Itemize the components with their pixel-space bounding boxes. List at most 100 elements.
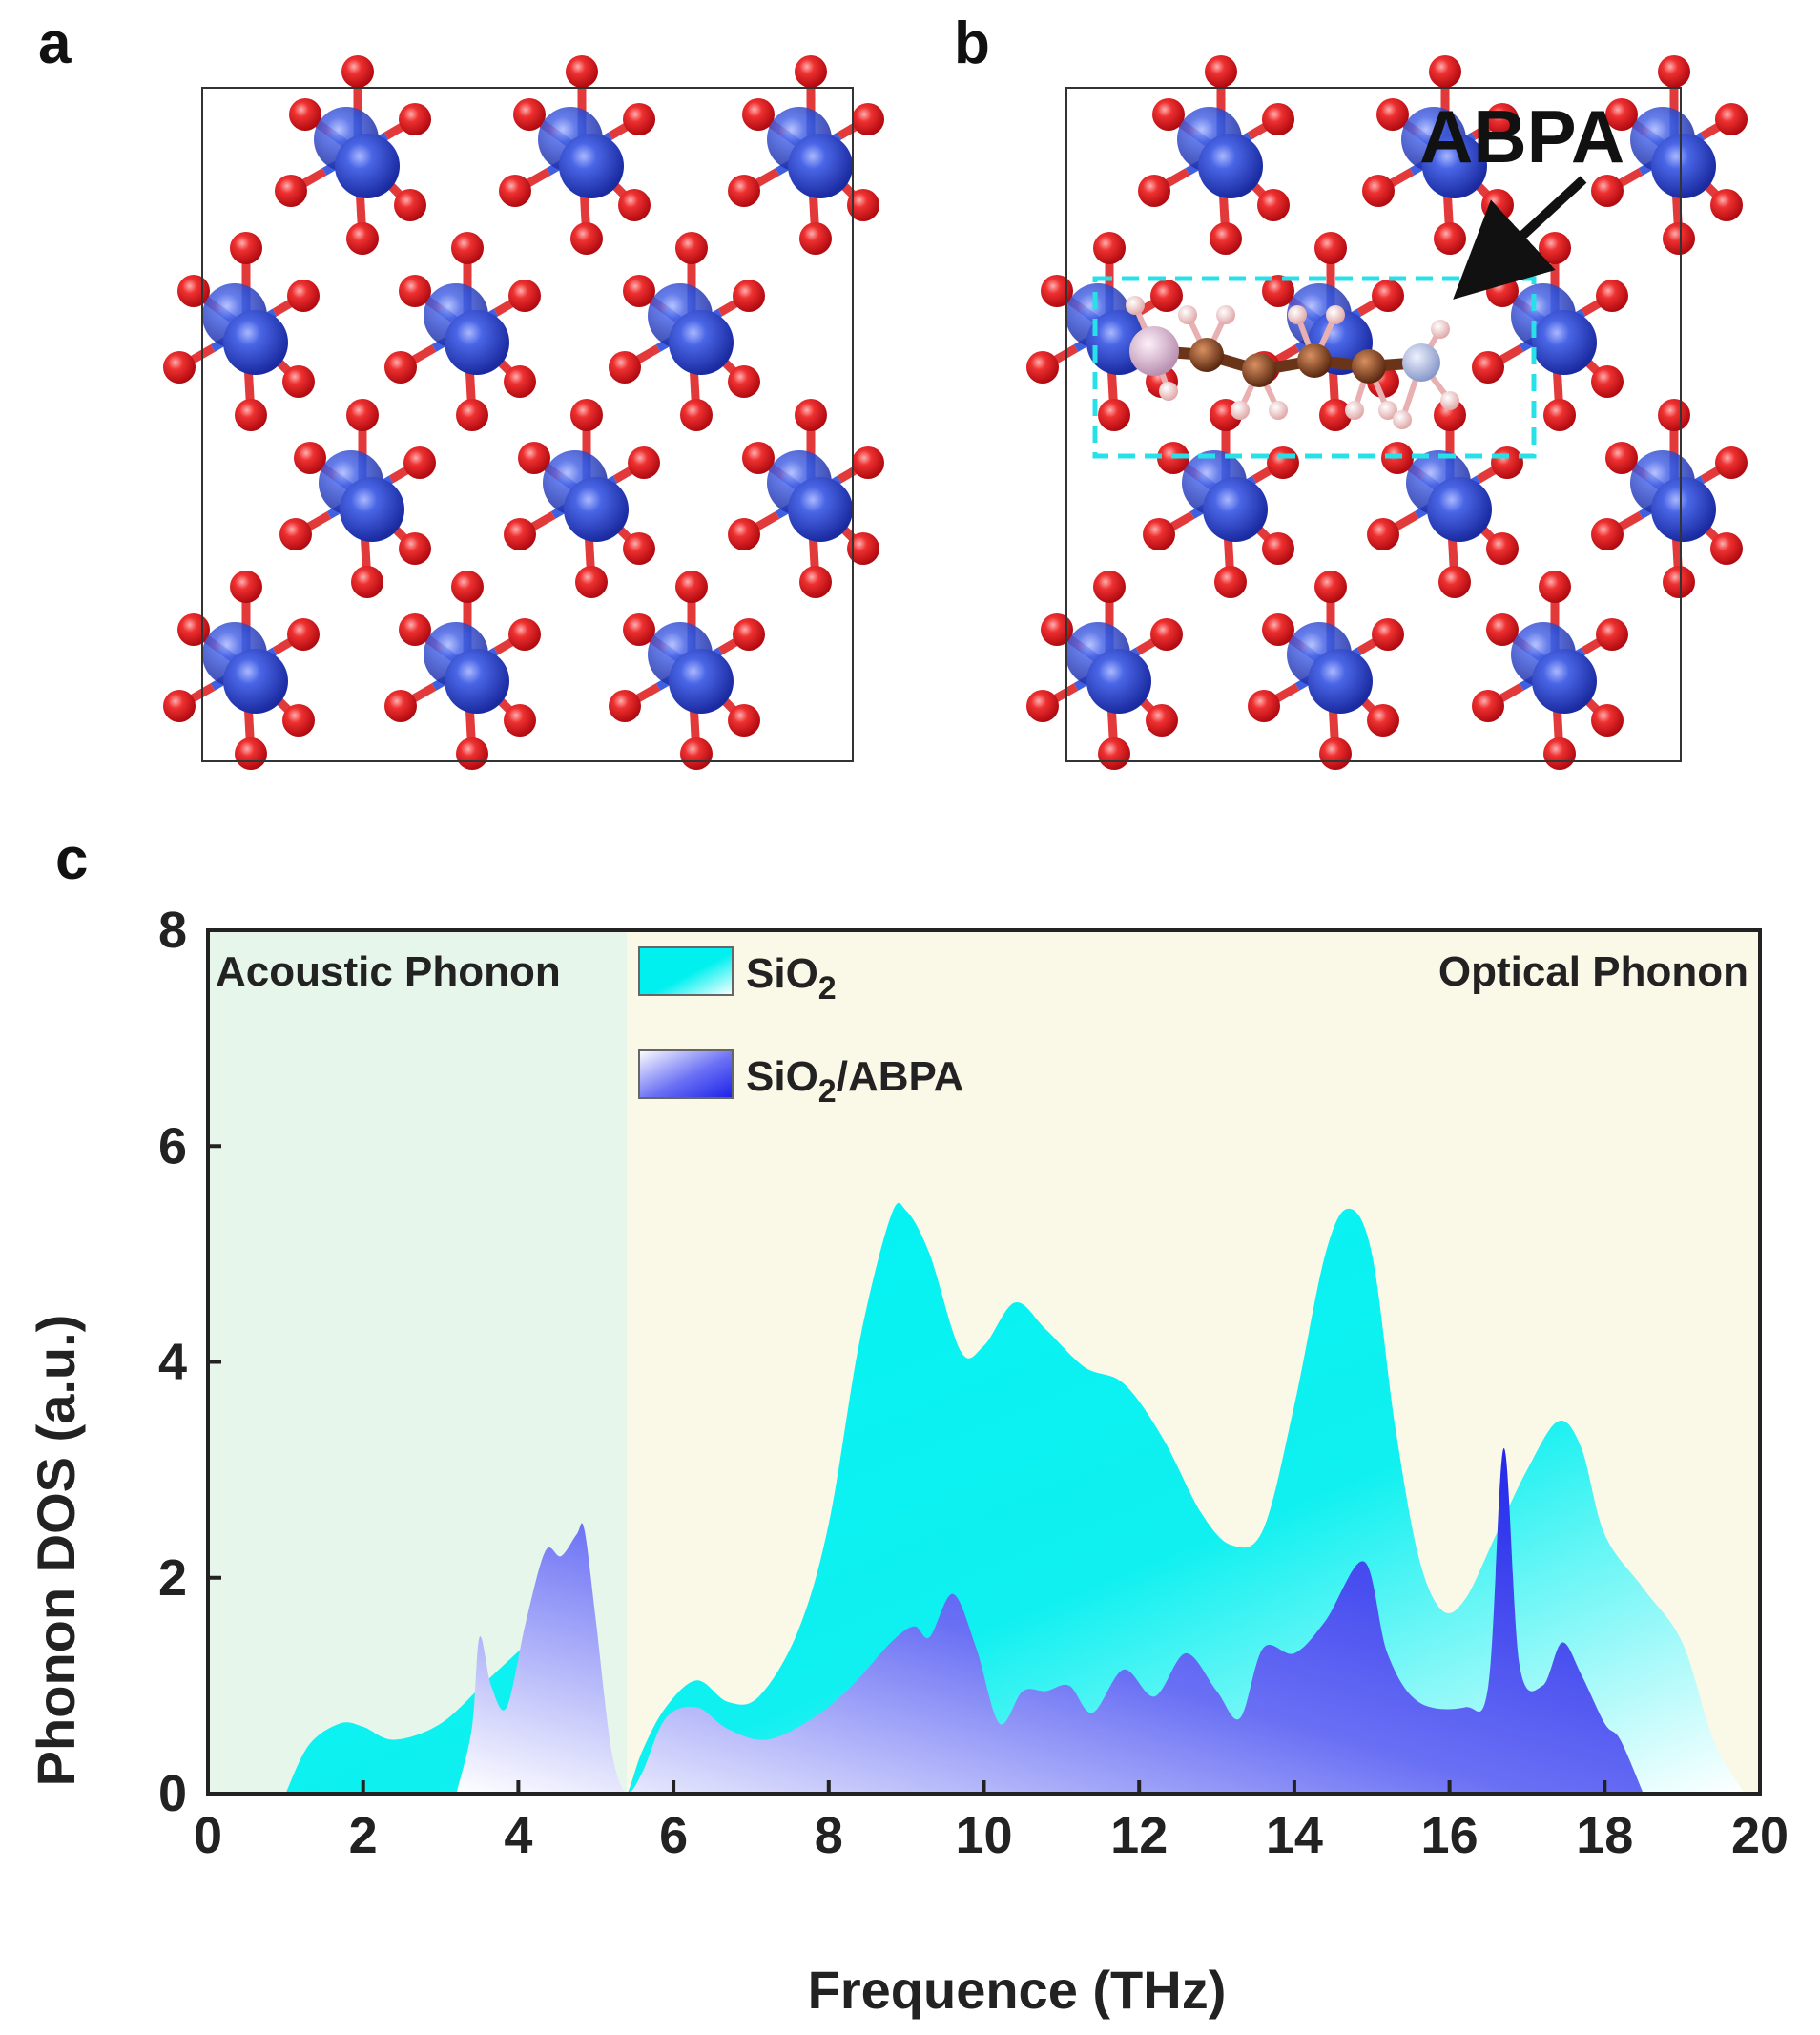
hydrogen-atom: [1216, 305, 1235, 324]
oxygen-atom: [1098, 399, 1130, 431]
oxygen-atom: [1663, 566, 1695, 598]
hydrogen-atom: [1231, 401, 1250, 420]
oxygen-atom: [1152, 98, 1185, 131]
oxygen-atom: [742, 442, 775, 474]
sio2-structure: [163, 55, 884, 770]
oxygen-atom: [623, 103, 655, 135]
oxygen-atom: [1248, 690, 1280, 722]
oxygen-atom: [1150, 618, 1183, 651]
oxygen-atom: [728, 365, 760, 398]
x-tick-label: 18: [1576, 1807, 1633, 1864]
oxygen-atom: [294, 442, 326, 474]
abpa-molecule: [1126, 296, 1459, 429]
carbon-atom: [1297, 343, 1332, 378]
carbon-atom: [1352, 349, 1386, 384]
carbon-atom: [1189, 338, 1224, 372]
oxygen-atom: [508, 280, 541, 312]
silicon-atom: [1532, 649, 1597, 714]
oxygen-atom: [1663, 222, 1695, 255]
unit-cell-a: [201, 87, 854, 762]
legend-label-sio2-abpa: SiO2/ABPA: [746, 1053, 963, 1110]
oxygen-atom: [847, 532, 879, 565]
oxygen-atom: [733, 280, 765, 312]
oxygen-atom: [675, 232, 708, 264]
oxygen-atom: [1486, 532, 1519, 565]
carbon-atom: [1242, 353, 1276, 387]
dos-areas: [285, 1202, 1745, 1794]
oxygen-atom: [1658, 55, 1690, 88]
oxygen-atom: [1267, 446, 1299, 479]
y-tick-label: 6: [158, 1117, 187, 1174]
oxygen-atom: [1367, 518, 1399, 550]
oxygen-atom: [275, 175, 307, 207]
oxygen-atom: [799, 222, 832, 255]
oxygen-atom: [1314, 571, 1347, 603]
oxygen-atom: [1591, 175, 1624, 207]
y-tick-label: 4: [158, 1334, 187, 1391]
silicon-atom: [1086, 649, 1151, 714]
oxygen-atom: [1314, 232, 1347, 264]
oxygen-atom: [623, 532, 655, 565]
region-label-acoustic: Acoustic Phonon: [216, 948, 561, 995]
oxygen-atom: [346, 222, 379, 255]
oxygen-atom: [799, 566, 832, 598]
oxygen-atom: [1098, 737, 1130, 770]
abpa-arrow: [1453, 176, 1587, 300]
oxygen-atom: [675, 571, 708, 603]
oxygen-atom: [575, 566, 608, 598]
silicon-atom: [340, 477, 404, 542]
oxygen-atom: [341, 55, 374, 88]
hydrogen-atom: [1345, 401, 1364, 420]
panel-label-c: c: [55, 826, 89, 892]
oxygen-atom: [504, 365, 536, 398]
chart-ticks: 0 2 4 6 8 10 12 14 16 18 20 0 2 4 6 8: [158, 902, 1789, 1864]
unit-cell-b: [1065, 87, 1682, 762]
silicon-atom: [1308, 649, 1373, 714]
oxygen-atom: [1472, 351, 1504, 384]
oxygen-atom: [795, 399, 827, 431]
x-tick-label: 12: [1110, 1807, 1168, 1864]
oxygen-atom: [399, 275, 431, 307]
hydrogen-atom: [1288, 305, 1307, 324]
hydrogen-atom: [1269, 401, 1288, 420]
oxygen-atom: [499, 175, 531, 207]
silicon-atom: [1651, 477, 1716, 542]
oxygen-atom: [1262, 275, 1294, 307]
y-axis-label: Phonon DOS (a.u.): [26, 1315, 86, 1787]
hydrogen-atom: [1431, 320, 1450, 339]
oxygen-atom: [235, 737, 267, 770]
oxygen-atom: [504, 704, 536, 737]
oxygen-atom: [1429, 55, 1461, 88]
legend-swatch-sio2: [638, 946, 734, 996]
oxygen-atom: [852, 103, 884, 135]
oxygen-atom: [1146, 704, 1178, 737]
oxygen-atom: [1472, 690, 1504, 722]
oxygen-atom: [1715, 103, 1748, 135]
oxygen-atom: [1150, 280, 1183, 312]
oxygen-atom: [1205, 55, 1237, 88]
oxygen-atom: [1591, 704, 1624, 737]
oxygen-atom: [235, 399, 267, 431]
oxygen-atom: [1539, 232, 1571, 264]
sio2-abpa-structure: [1026, 55, 1748, 770]
oxygen-atom: [518, 442, 550, 474]
hydrogen-atom: [1126, 296, 1145, 315]
oxygen-atom: [1605, 442, 1638, 474]
x-tick-label: 6: [659, 1807, 688, 1864]
oxygen-atom: [609, 690, 641, 722]
oxygen-atom: [1543, 737, 1576, 770]
oxygen-atom: [847, 189, 879, 221]
oxygen-atom: [1715, 446, 1748, 479]
x-tick-label: 20: [1731, 1807, 1789, 1864]
oxygen-atom: [399, 532, 431, 565]
silicon-atom: [669, 649, 734, 714]
phonon-dos-chart: Acoustic Phonon Optical Phonon 0 2 4 6 8 10 12 1…: [26, 902, 1789, 2020]
x-tick-label: 0: [194, 1807, 222, 1864]
oxygen-atom: [230, 232, 262, 264]
oxygen-atom: [680, 399, 713, 431]
oxygen-atom: [623, 613, 655, 646]
oxygen-atom: [733, 618, 765, 651]
silicon-atom: [445, 310, 509, 375]
silicon-atom: [1651, 134, 1716, 198]
